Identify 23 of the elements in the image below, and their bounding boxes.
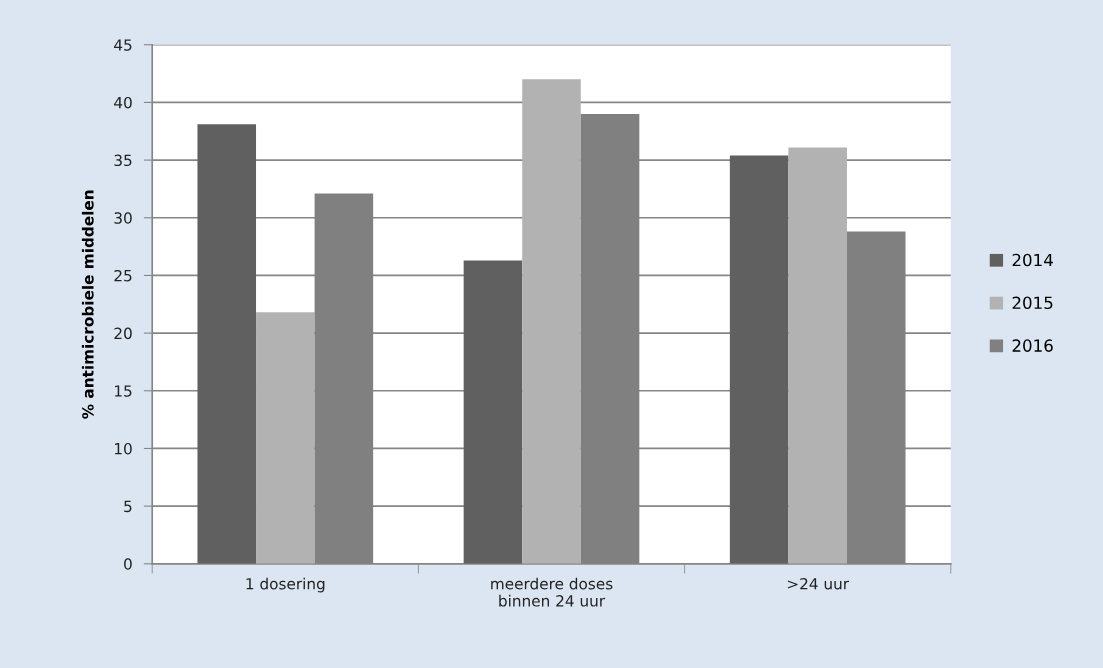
- bar: [256, 312, 315, 564]
- y-tick-label: 10: [115, 442, 132, 455]
- y-tick-label: 20: [114, 327, 132, 340]
- y-axis-title: % antimicrobiele middelen: [81, 190, 94, 419]
- y-tick-label: 40: [114, 96, 132, 109]
- y-tick-label: 0: [124, 558, 132, 570]
- x-tick-label: >24 uur: [787, 577, 850, 590]
- legend-label: 2014: [1012, 253, 1053, 267]
- x-tick-label: 1 dosering: [246, 577, 325, 593]
- y-tick-label: 25: [114, 269, 132, 282]
- bar: [197, 124, 257, 564]
- legend-label: 2016: [1012, 339, 1053, 352]
- legend-label: 2015: [1012, 296, 1053, 310]
- bar: [788, 147, 847, 564]
- y-tick-label: 35: [114, 154, 132, 167]
- y-tick-label: 30: [114, 212, 132, 224]
- bar: [463, 260, 523, 564]
- bar: [729, 155, 789, 564]
- y-tick-label: 15: [115, 385, 132, 397]
- y-tick-label: 5: [124, 500, 132, 513]
- bar: [522, 79, 581, 564]
- x-tick-label: meerdere doses binnen 24 uur: [491, 577, 613, 607]
- y-tick-label: 45: [114, 39, 132, 51]
